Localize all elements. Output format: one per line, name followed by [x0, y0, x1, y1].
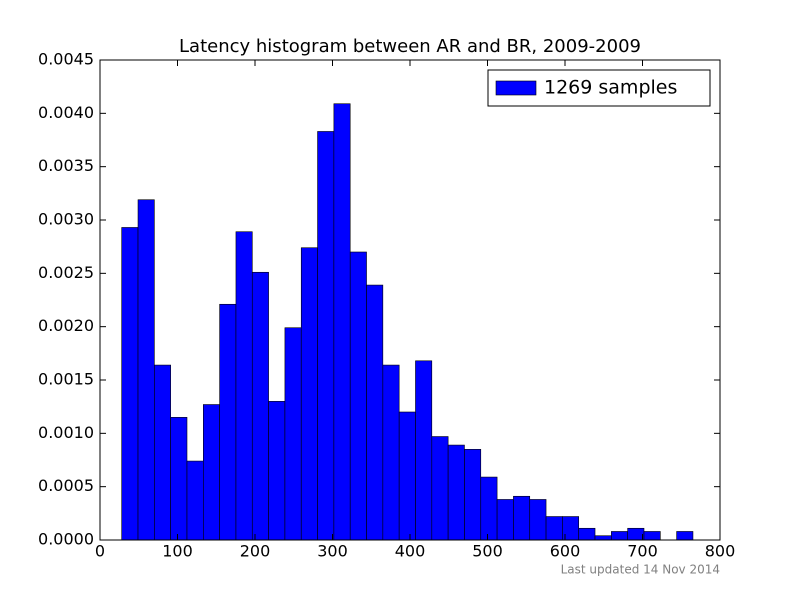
y-tick-label: 0.0025: [38, 263, 94, 282]
bar: [268, 401, 286, 541]
chart-title: Latency histogram between AR and BR, 200…: [179, 36, 641, 57]
footnote: Last updated 14 Nov 2014: [561, 563, 720, 577]
bar: [594, 535, 612, 541]
x-tick-label: 400: [395, 542, 426, 561]
bar: [480, 476, 498, 541]
bar: [464, 449, 482, 541]
y-tick-label: 0.0020: [38, 316, 94, 335]
bar: [496, 499, 514, 541]
bar: [235, 231, 253, 541]
bar: [284, 327, 302, 541]
x-tick-label: 0: [95, 542, 105, 561]
x-tick-label: 500: [472, 542, 503, 561]
bar: [545, 516, 563, 541]
bar: [349, 251, 367, 541]
bar: [513, 495, 531, 541]
bar: [300, 247, 318, 541]
y-tick-label: 0.0030: [38, 210, 94, 229]
bar: [333, 103, 351, 541]
bar: [382, 364, 400, 541]
x-tick-label: 700: [627, 542, 658, 561]
bar: [154, 364, 171, 541]
x-tick-label: 800: [705, 542, 736, 561]
bar: [643, 531, 661, 541]
bar: [186, 460, 204, 541]
x-tick-label: 100: [162, 542, 193, 561]
y-tick-label: 0.0005: [38, 476, 94, 495]
bar: [431, 436, 449, 541]
bar: [170, 417, 188, 541]
x-tick-label: 200: [240, 542, 271, 561]
y-tick-label: 0.0010: [38, 423, 94, 442]
bar: [317, 131, 335, 541]
x-tick-label: 300: [317, 542, 348, 561]
bar: [676, 531, 694, 541]
legend-swatch: [495, 80, 537, 96]
bar: [203, 404, 220, 541]
bar: [447, 444, 465, 541]
bar: [137, 199, 155, 541]
x-tick-label: 600: [550, 542, 581, 561]
y-tick-label: 0.0015: [38, 370, 94, 389]
bar: [398, 411, 416, 541]
bar: [611, 531, 628, 541]
y-tick-label: 0.0000: [38, 530, 94, 549]
legend-label: 1269 samples: [544, 77, 677, 99]
bar: [219, 303, 237, 541]
bar: [415, 360, 433, 541]
bar: [529, 499, 547, 541]
bar: [366, 284, 384, 541]
bar: [578, 527, 596, 541]
y-tick-label: 0.0035: [38, 156, 94, 175]
bar: [121, 227, 139, 541]
y-tick-label: 0.0045: [38, 50, 94, 69]
bar: [251, 271, 269, 541]
y-tick-label: 0.0040: [38, 103, 94, 122]
bar: [627, 527, 645, 541]
